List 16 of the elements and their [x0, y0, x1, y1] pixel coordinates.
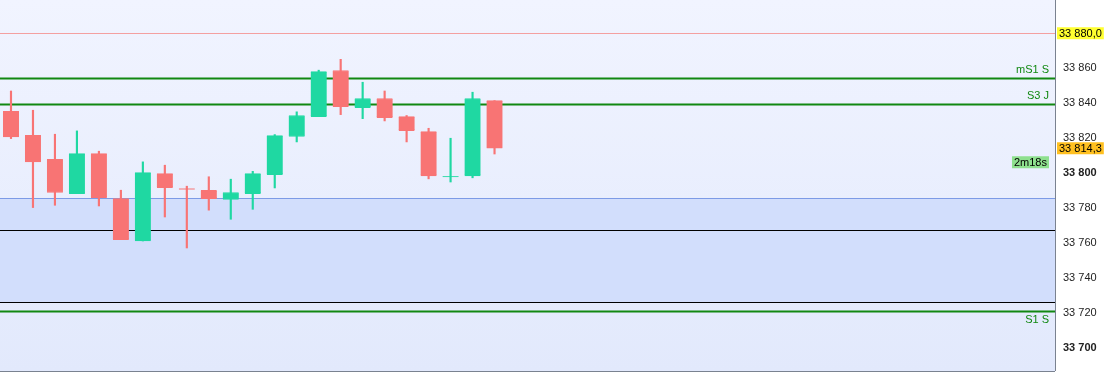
- ref-line-label: mS1 S: [1015, 63, 1049, 76]
- ref-line-label: S1 S: [1025, 313, 1049, 326]
- ref-line-label: S3 J: [1026, 89, 1049, 102]
- text: 33 814,3: [1059, 141, 1102, 154]
- y-tick-label: 33 860: [1063, 61, 1097, 74]
- y-tick-label: 33 700: [1063, 341, 1097, 354]
- y-tick-label: 33 740: [1063, 271, 1097, 284]
- y-tick-label: 33 820: [1063, 131, 1097, 144]
- annotation: 2m18s: [1013, 155, 1048, 168]
- candlestick: [442, 137, 459, 183]
- ref-line-label: 33 880,0: [1059, 26, 1102, 39]
- y-tick-label: 33 800: [1063, 166, 1097, 179]
- y-tick-label: 33 760: [1063, 236, 1097, 249]
- y-tick-label: 33 720: [1063, 306, 1097, 319]
- y-tick-label: 33 840: [1063, 96, 1097, 109]
- y-tick-label: 33 780: [1063, 201, 1097, 214]
